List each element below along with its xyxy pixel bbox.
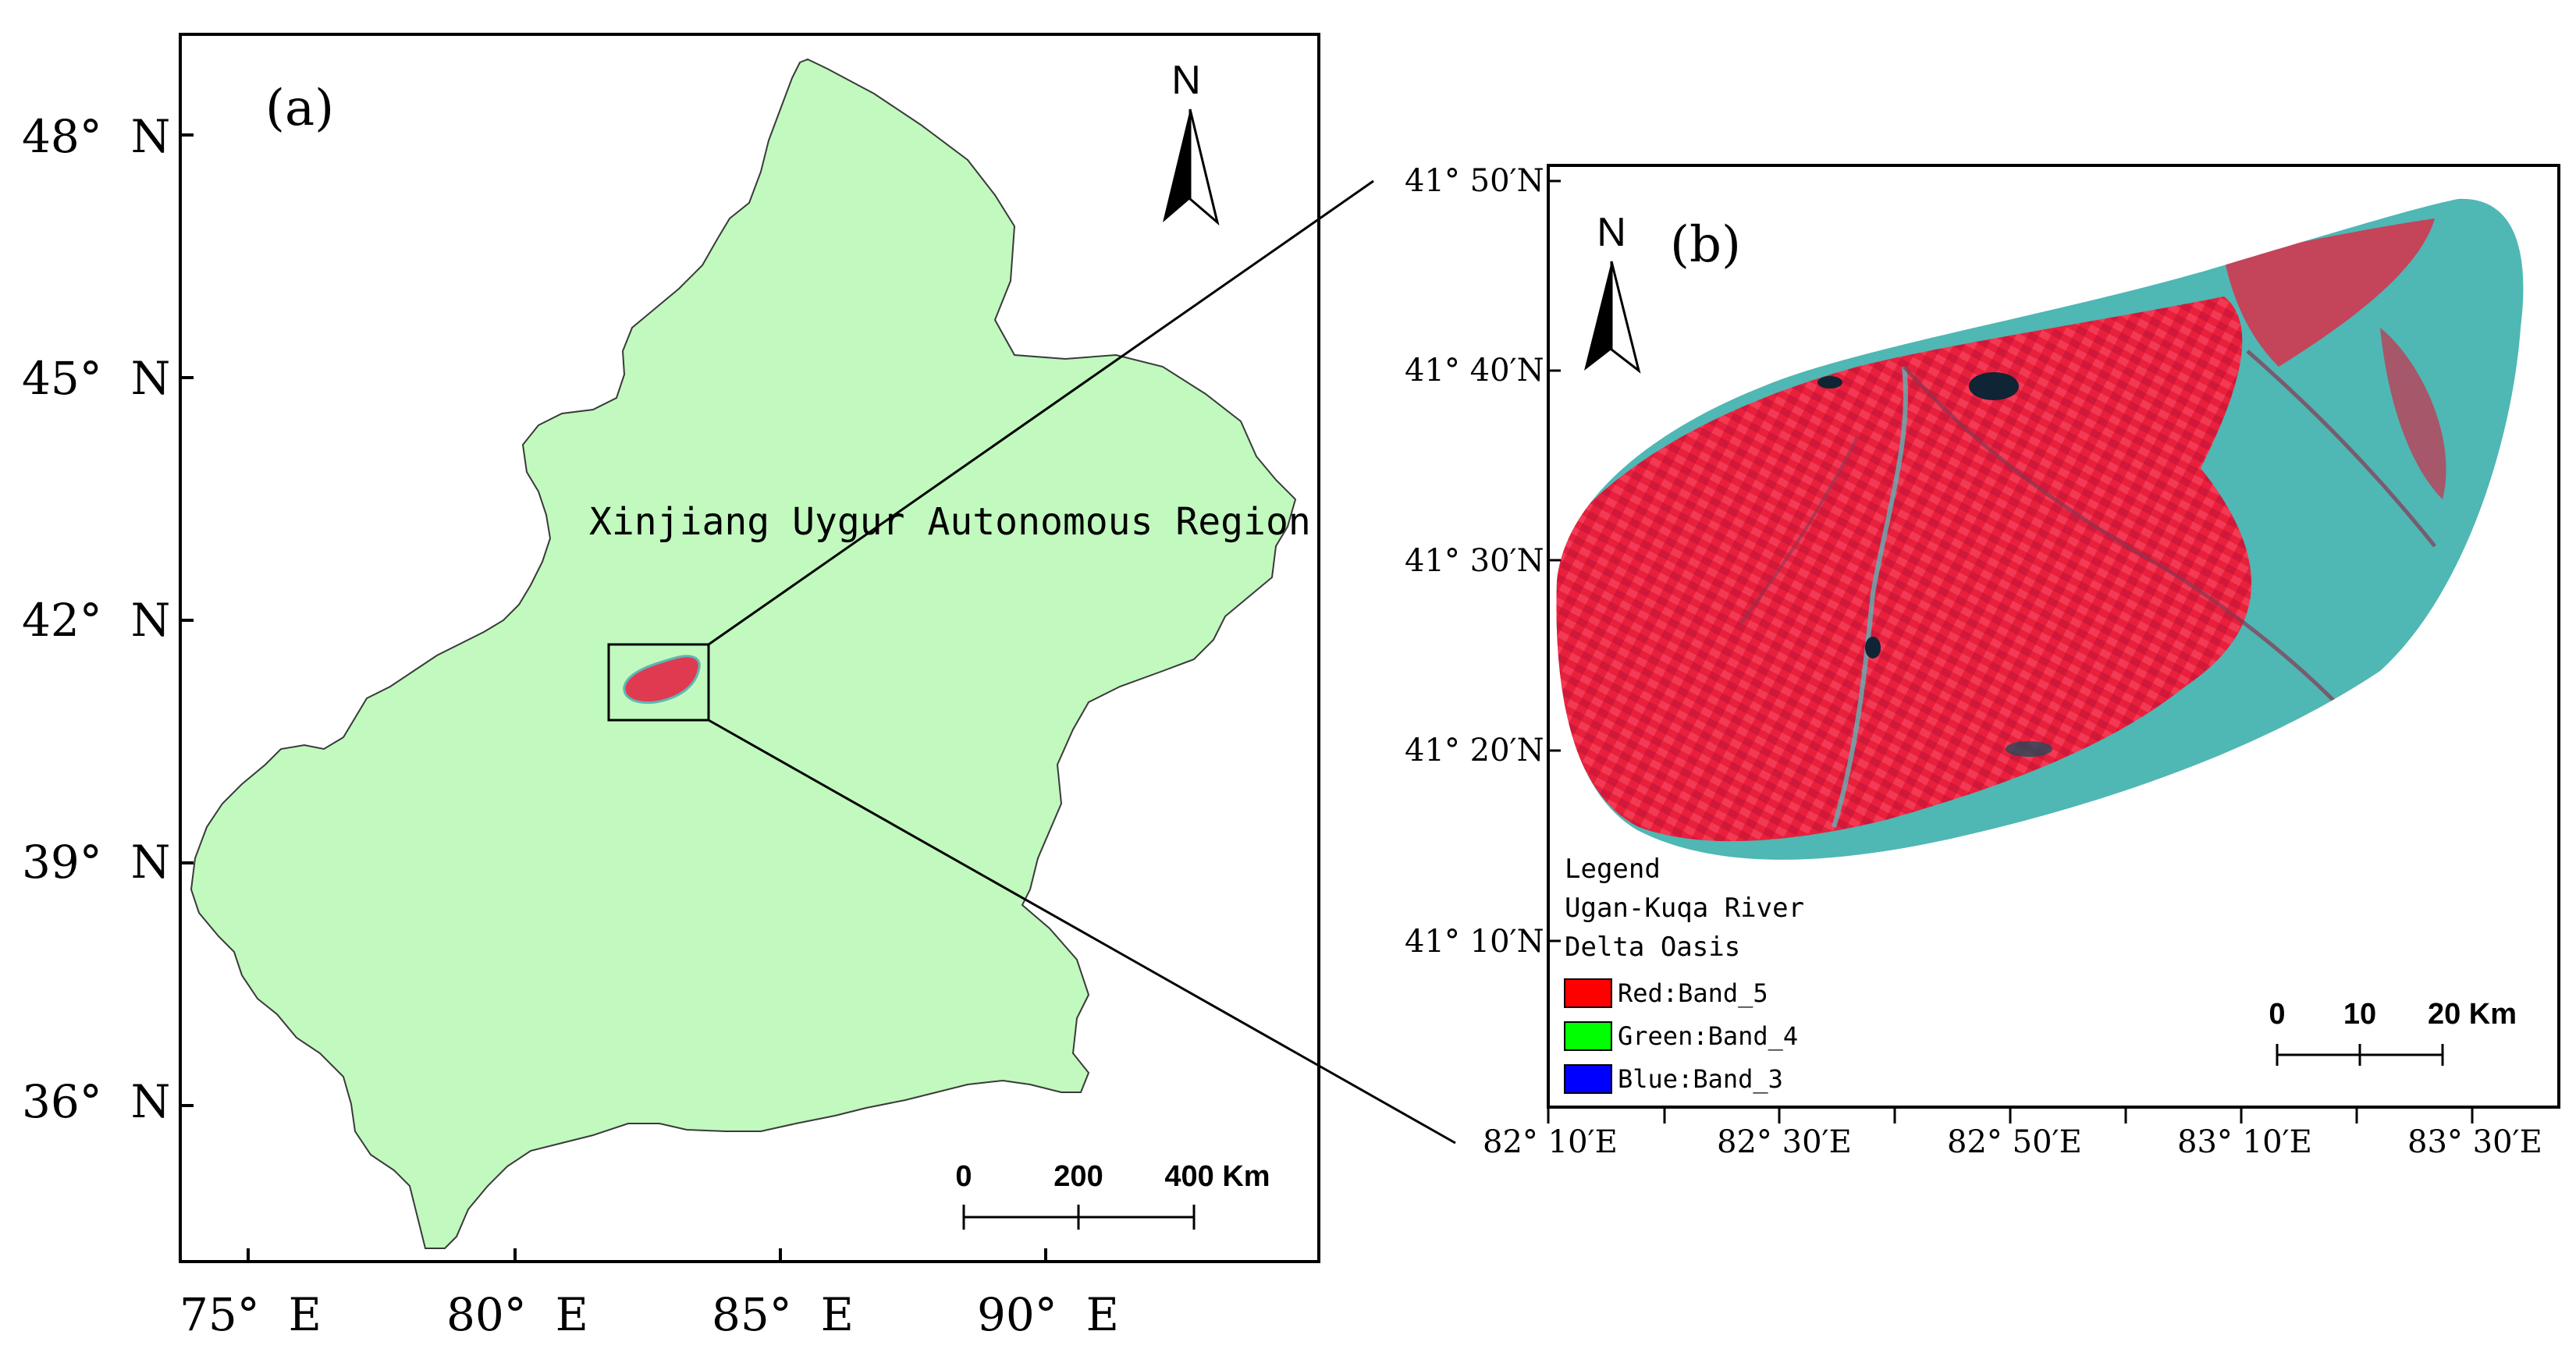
study-area-oasis-thumb (623, 655, 701, 705)
panel-b-lat-labels: 41° 50′N 41° 40′N 41° 30′N 41° 20′N 41° … (1405, 163, 1544, 960)
panel-a-lon-ticks (247, 1248, 1047, 1262)
panel-b-scale-bar: 0 10 20 Km (2269, 998, 2517, 1066)
lon-label-90: 90° E (977, 1288, 1119, 1341)
panel-b: (b) N 41° 50′N 41° 40′N 41° 30′N 41° 20′… (1405, 163, 2560, 1160)
panel-a: (a) Xinjiang Uygur Autonomous Region N 4… (22, 33, 1456, 1341)
panel-a-lat-ticks (180, 133, 194, 1107)
lon-label-83-10: 83° 10′E (2177, 1124, 2312, 1160)
legend-subtitle-2: Delta Oasis (1565, 932, 1740, 963)
legend: Legend Ugan-Kuqa River Delta Oasis Red:B… (1564, 854, 1804, 1094)
lat-label-41-40: 41° 40′N (1405, 353, 1544, 389)
legend-item-red: Red:Band_5 (1618, 978, 1768, 1008)
panel-b-lon-ticks (1547, 1107, 2474, 1123)
legend-swatch-blue (1564, 1064, 1612, 1094)
lon-label-82-50: 82° 50′E (1947, 1124, 2082, 1160)
lat-label-48: 48° N (22, 110, 170, 163)
panel-a-lon-labels: 75° E 80° E 85° E 90° E (179, 1288, 1119, 1341)
legend-title: Legend (1565, 854, 1661, 885)
north-label-b: N (1597, 210, 1626, 255)
lat-label-45: 45° N (22, 352, 170, 405)
panel-a-scale-bar: 0 200 400 Km (955, 1160, 1270, 1230)
lat-label-36: 36° N (22, 1075, 170, 1128)
lat-label-41-10: 41° 10′N (1405, 924, 1544, 960)
lat-label-42: 42° N (22, 594, 170, 647)
lon-label-82-30: 82° 30′E (1717, 1124, 1852, 1160)
xinjiang-region-shape (190, 58, 1297, 1249)
region-name-label: Xinjiang Uygur Autonomous Region (589, 500, 1311, 544)
scale-b-tick-10: 10 (2343, 998, 2376, 1031)
scale-a-tick-0: 0 (955, 1160, 972, 1193)
north-label: N (1171, 58, 1201, 103)
legend-item-blue: Blue:Band_3 (1618, 1064, 1783, 1094)
lat-label-41-50: 41° 50′N (1405, 163, 1544, 199)
lon-label-80: 80° E (446, 1288, 588, 1341)
panel-b-lon-labels: 82° 10′E 82° 30′E 82° 50′E 83° 10′E 83° … (1483, 1124, 2542, 1160)
panel-a-lat-labels: 48° N 45° N 42° N 39° N 36° N (22, 110, 170, 1128)
lon-label-85: 85° E (712, 1288, 854, 1341)
lat-label-41-20: 41° 20′N (1405, 733, 1544, 769)
lon-label-75: 75° E (179, 1288, 322, 1341)
legend-swatch-red (1564, 978, 1612, 1008)
legend-item-green: Green:Band_4 (1618, 1021, 1798, 1051)
zoom-line-bottom (708, 719, 1456, 1145)
water-body (1865, 637, 1881, 658)
scale-a-tick-200: 200 (1053, 1160, 1103, 1193)
lon-label-83-30: 83° 30′E (2407, 1124, 2542, 1160)
scale-b-tick-0: 0 (2269, 998, 2285, 1031)
zoom-line-top (708, 179, 1374, 646)
study-area-box (607, 643, 710, 722)
legend-subtitle-1: Ugan-Kuqa River (1565, 893, 1804, 924)
scale-a-tick-400: 400 Km (1164, 1160, 1270, 1193)
legend-swatch-green (1564, 1021, 1612, 1051)
lon-label-82-10: 82° 10′E (1483, 1124, 1618, 1160)
north-arrow-icon: N (1163, 58, 1220, 226)
panel-a-label: (a) (265, 80, 334, 137)
lat-label-41-30: 41° 30′N (1405, 543, 1544, 579)
water-body (1969, 372, 2019, 400)
water-body (2006, 741, 2052, 757)
lat-label-39: 39° N (22, 836, 170, 889)
water-body (1817, 376, 1842, 389)
scale-b-tick-20: 20 Km (2428, 998, 2517, 1031)
north-arrow-icon: N (1584, 210, 1641, 374)
panel-b-label: (b) (1670, 216, 1741, 274)
panel-b-lat-ticks (1548, 179, 1561, 942)
